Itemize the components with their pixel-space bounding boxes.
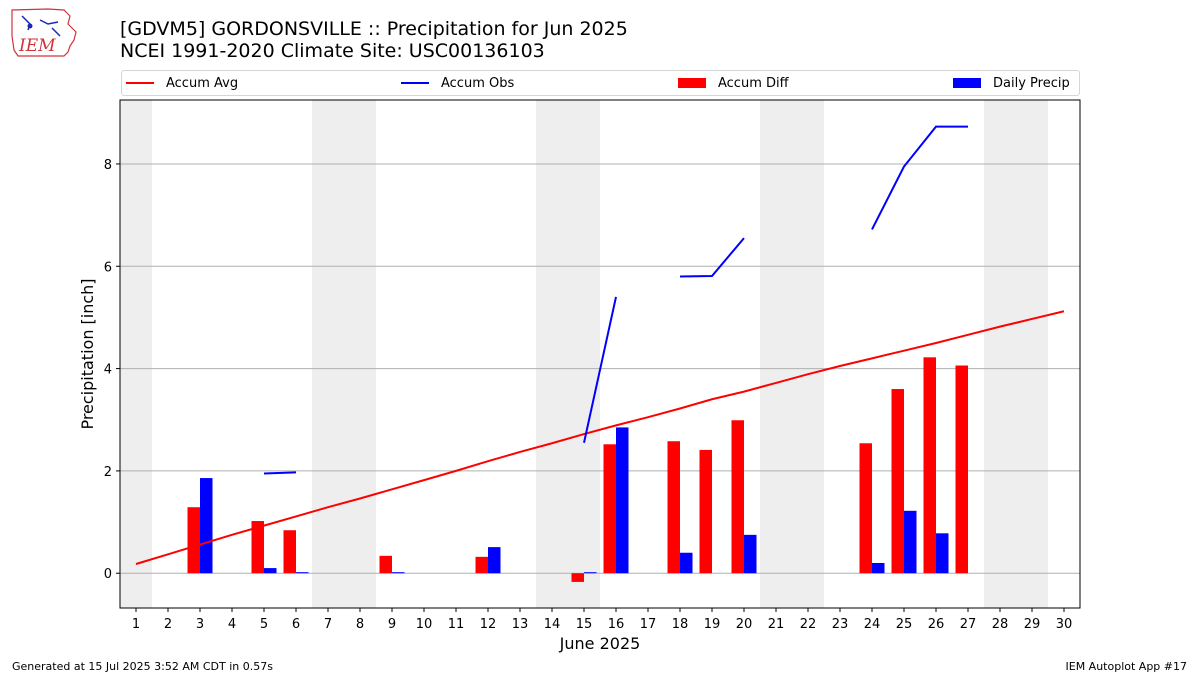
weekend-band-4: [984, 100, 1048, 608]
bar-daily-precip-day-12: [488, 547, 501, 574]
legend-swatch-accum-avg: [126, 82, 154, 84]
legend-label-accum-avg: Accum Avg: [166, 75, 239, 91]
x-tick-label-18: 18: [672, 617, 689, 632]
x-tick-label-25: 25: [896, 617, 913, 632]
legend-swatch-daily-precip: [953, 78, 981, 88]
bar-accum-diff-day-18: [667, 441, 680, 574]
line-accum-obs-segment-3: [871, 125, 968, 230]
x-tick-label-22: 22: [800, 617, 817, 632]
x-tick-label-26: 26: [928, 617, 945, 632]
logo-text: IEM: [18, 36, 56, 56]
x-tick-label-4: 4: [228, 617, 236, 632]
y-tick-label-6: 6: [104, 260, 112, 275]
y-tick-label-4: 4: [104, 363, 112, 378]
x-tick-label-16: 16: [608, 617, 625, 632]
x-tick-label-19: 19: [704, 617, 721, 632]
bar-daily-precip-day-5: [264, 568, 277, 574]
bar-daily-precip-day-20: [744, 534, 757, 574]
chart-title: [GDVM5] GORDONSVILLE :: Precipitation fo…: [120, 18, 628, 40]
legend-item-accum-avg: Accum Avg: [126, 71, 238, 95]
x-tick-label-12: 12: [480, 617, 497, 632]
bar-daily-precip-day-15: [584, 572, 597, 574]
chart-subtitle: NCEI 1991-2020 Climate Site: USC00136103: [120, 40, 545, 62]
bar-daily-precip-day-6: [296, 572, 309, 574]
bar-accum-diff-day-24: [859, 443, 872, 574]
x-tick-label-14: 14: [544, 617, 561, 632]
weekend-band-2: [536, 100, 600, 608]
footer-app: IEM Autoplot App #17: [1065, 660, 1188, 673]
x-tick-label-24: 24: [864, 617, 881, 632]
x-tick-label-7: 7: [324, 617, 332, 632]
x-tick-label-3: 3: [196, 617, 204, 632]
x-tick-label-6: 6: [292, 617, 300, 632]
legend-item-accum-diff: Accum Diff: [678, 71, 789, 95]
legend-label-accum-obs: Accum Obs: [441, 75, 515, 91]
bar-daily-precip-day-25: [904, 510, 917, 574]
x-tick-label-15: 15: [576, 617, 593, 632]
iowa-outline-icon: [11, 8, 77, 57]
x-tick-label-28: 28: [992, 617, 1009, 632]
bar-daily-precip-day-16: [616, 427, 629, 574]
legend-label-daily-precip: Daily Precip: [993, 75, 1070, 91]
bar-daily-precip-day-9: [392, 572, 405, 574]
bar-accum-diff-day-12: [475, 556, 488, 574]
y-tick-label-8: 8: [104, 158, 112, 173]
x-tick-label-30: 30: [1056, 617, 1073, 632]
weekend-band-1: [312, 100, 376, 608]
plot-frame: [119, 99, 1081, 609]
x-tick-label-17: 17: [640, 617, 657, 632]
line-accum-obs-segment-1: [583, 296, 617, 443]
bar-accum-diff-day-26: [923, 357, 936, 574]
x-tick-label-5: 5: [260, 617, 268, 632]
line-accum-obs-segment-2: [679, 237, 745, 278]
y-axis-label: Precipitation [inch]: [78, 278, 97, 429]
legend-item-daily-precip: Daily Precip: [953, 71, 1070, 95]
x-tick-label-8: 8: [356, 617, 364, 632]
x-tick-label-23: 23: [832, 617, 849, 632]
y-tick-label-0: 0: [104, 567, 112, 582]
x-tick-label-11: 11: [448, 617, 465, 632]
weekend-band-0: [120, 100, 152, 608]
x-tick-label-9: 9: [388, 617, 396, 632]
bar-accum-diff-day-20: [731, 420, 744, 574]
bar-daily-precip-day-3: [200, 478, 213, 574]
bar-accum-diff-day-9: [379, 555, 392, 574]
x-tick-label-2: 2: [164, 617, 172, 632]
x-tick-label-20: 20: [736, 617, 753, 632]
x-tick-label-13: 13: [512, 617, 529, 632]
legend-label-accum-diff: Accum Diff: [718, 75, 789, 91]
bar-accum-diff-day-27: [955, 365, 968, 574]
legend-swatch-accum-obs: [401, 82, 429, 84]
x-tick-label-1: 1: [132, 617, 140, 632]
x-tick-label-29: 29: [1024, 617, 1041, 632]
bar-daily-precip-day-18: [680, 552, 693, 574]
legend: Accum Avg Accum Obs Accum Diff Daily Pre…: [121, 70, 1080, 96]
bar-accum-diff-day-6: [283, 530, 296, 574]
legend-item-accum-obs: Accum Obs: [401, 71, 514, 95]
bar-accum-diff-day-3: [187, 507, 200, 574]
weekend-band-3: [760, 100, 824, 608]
bar-accum-diff-day-5: [251, 521, 264, 574]
x-axis-label: June 2025: [559, 634, 641, 653]
bar-accum-diff-day-16: [603, 444, 616, 574]
x-tick-label-10: 10: [416, 617, 433, 632]
footer-generated: Generated at 15 Jul 2025 3:52 AM CDT in …: [12, 660, 273, 673]
x-tick-label-21: 21: [768, 617, 785, 632]
y-tick-label-2: 2: [104, 465, 112, 480]
legend-swatch-accum-diff: [678, 78, 706, 88]
iem-logo: IEM: [11, 8, 77, 57]
bar-accum-diff-day-19: [699, 449, 712, 574]
line-accum-avg: [135, 310, 1065, 565]
line-accum-obs-segment-0: [263, 471, 297, 475]
x-tick-label-27: 27: [960, 617, 977, 632]
bar-daily-precip-day-24: [872, 562, 885, 574]
bar-accum-diff-day-15: [571, 573, 584, 582]
bar-accum-diff-day-25: [891, 389, 904, 574]
bar-daily-precip-day-26: [936, 533, 949, 574]
